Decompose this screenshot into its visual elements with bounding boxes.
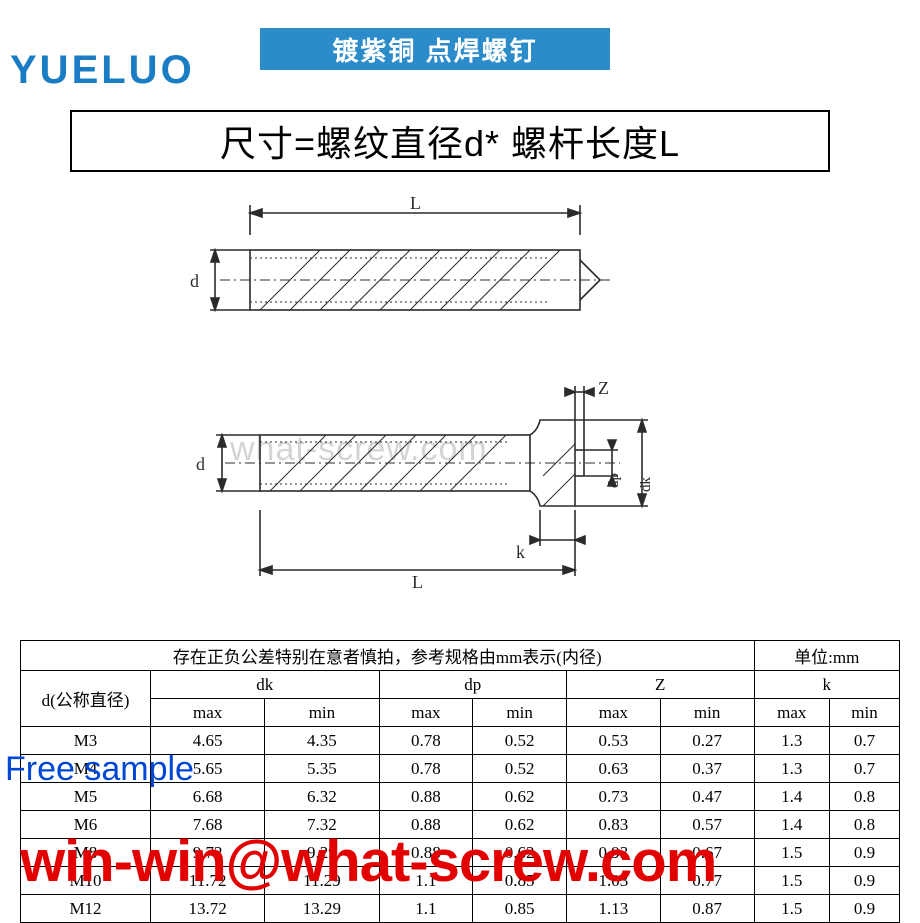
sub-max: max [754,699,829,727]
dimension-formula-box: 尺寸=螺纹直径d* 螺杆长度L [70,110,830,172]
cell: 1.3 [754,755,829,783]
table-row: M12 13.72 13.29 1.1 0.85 1.13 0.87 1.5 0… [21,895,900,923]
sub-min: min [829,699,899,727]
cell: 0.73 [567,783,661,811]
dimension-formula: 尺寸=螺纹直径d* 螺杆长度L [220,115,680,167]
cell: 0.7 [829,727,899,755]
dim-label-dk: dk [638,477,654,493]
dim-label-d-top: d [190,271,199,291]
cell: 0.78 [379,727,473,755]
cell: 0.9 [829,867,899,895]
col-group-k: k [754,671,900,699]
cell: 0.62 [473,783,567,811]
cell: 0.8 [829,811,899,839]
cell: 0.9 [829,895,899,923]
cell: 1.4 [754,783,829,811]
cell: 1.5 [754,839,829,867]
cell: 6.32 [265,783,379,811]
table-unit-label: 单位:mm [754,641,900,671]
sub-min: min [473,699,567,727]
cell: 1.4 [754,811,829,839]
cell: 0.88 [379,783,473,811]
col-group-dp: dp [379,671,566,699]
table-sub-row: max min max min max min max min [21,699,900,727]
col-group-Z: Z [567,671,755,699]
cell: M12 [21,895,151,923]
cell: 0.53 [567,727,661,755]
sub-max: max [379,699,473,727]
free-sample-overlay: Free sample [5,750,194,789]
cell: 5.35 [265,755,379,783]
cell: 0.7 [829,755,899,783]
cell: 4.35 [265,727,379,755]
dim-label-L-bottom: L [412,572,423,592]
table-note: 存在正负公差特别在意者慎拍，参考规格由mm表示(内径) [21,641,755,671]
cell: 0.8 [829,783,899,811]
cell: 0.85 [473,895,567,923]
sub-max: max [567,699,661,727]
dim-label-Z: Z [598,378,609,398]
sub-max: max [151,699,265,727]
cell: 13.29 [265,895,379,923]
cell: 1.5 [754,867,829,895]
brand-logo: YUELUO [10,48,195,93]
table-group-row: d(公称直径) dk dp Z k [21,671,900,699]
cell: 1.13 [567,895,661,923]
dim-label-dp: dp [606,473,622,488]
cell: 0.9 [829,839,899,867]
cell: 0.27 [660,727,754,755]
dim-label-k: k [516,542,525,562]
cell: 0.47 [660,783,754,811]
dim-label-L: L [410,195,421,213]
cell: 13.72 [151,895,265,923]
cell: 1.1 [379,895,473,923]
cell: 0.52 [473,727,567,755]
technical-diagram: L d [180,195,740,615]
cell: 1.3 [754,727,829,755]
sub-min: min [660,699,754,727]
product-title-bar: 镀紫铜 点焊螺钉 [260,28,610,70]
cell: 0.78 [379,755,473,783]
cell: 1.5 [754,895,829,923]
cell: 0.52 [473,755,567,783]
product-title: 镀紫铜 点焊螺钉 [332,31,537,68]
dim-label-d-bottom: d [196,454,205,474]
table-header-row: 存在正负公差特别在意者慎拍，参考规格由mm表示(内径) 单位:mm [21,641,900,671]
contact-email-overlay: win-win@what-screw.com [20,828,716,895]
cell: 0.37 [660,755,754,783]
col-d-label: d(公称直径) [21,671,151,727]
sub-min: min [265,699,379,727]
cell: 0.63 [567,755,661,783]
col-group-dk: dk [151,671,380,699]
cell: 0.87 [660,895,754,923]
